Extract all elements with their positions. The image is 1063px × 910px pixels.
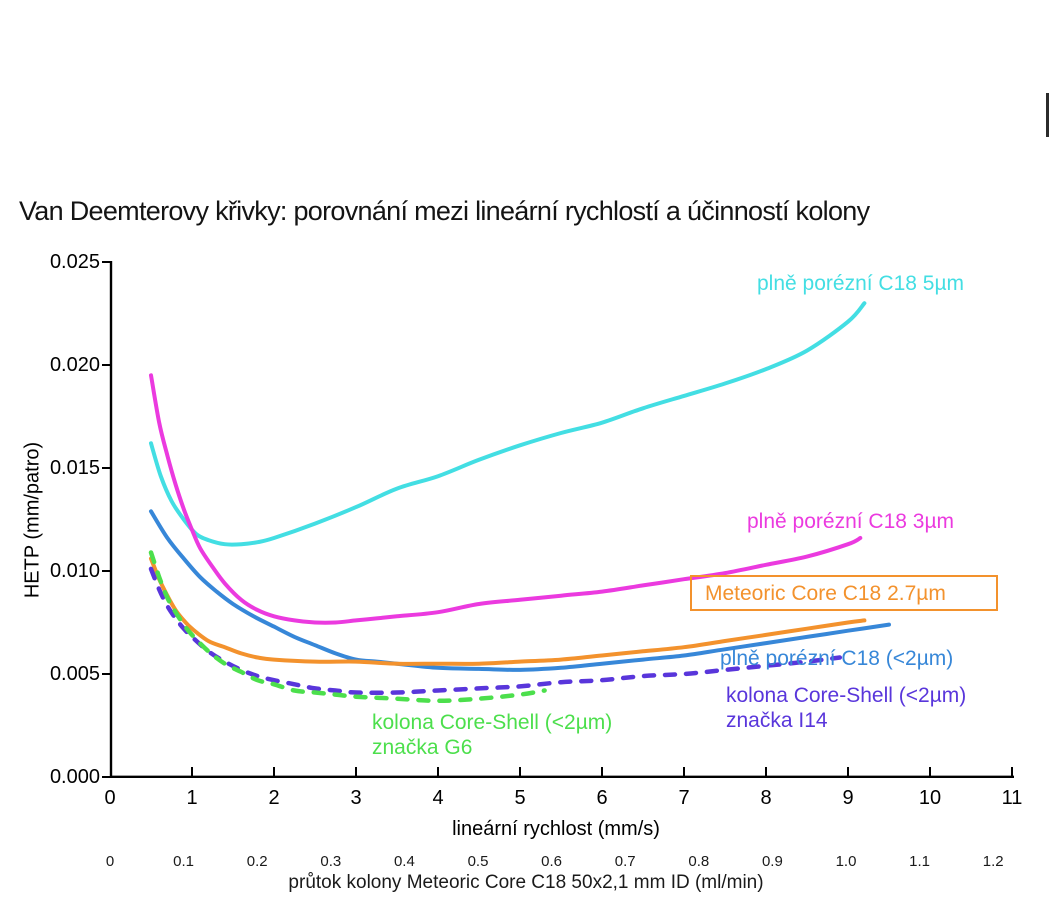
y-tick-label: 0.015 (49, 457, 100, 479)
x-tick-label: 8 (760, 787, 772, 809)
curve-label-core-shell-g6: kolona Core-Shell (<2µm) značka G6 (372, 711, 613, 759)
secondary-x-tick-label: 0 (105, 853, 115, 870)
x-tick-label: 3 (350, 787, 362, 809)
chart-title: Van Deemterovy křivky: porovnání mezi li… (19, 196, 870, 226)
secondary-x-tick-label: 1.1 (909, 853, 931, 870)
secondary-x-tick-label: 1.2 (982, 853, 1004, 870)
secondary-x-tick-label: 0.9 (761, 853, 783, 870)
x-tick-label: 4 (432, 787, 444, 809)
secondary-x-axis-title: průtok kolony Meteoric Core C18 50x2,1 m… (288, 872, 764, 893)
x-tick-label: 7 (678, 787, 690, 809)
secondary-x-tick-label: 0.5 (467, 853, 489, 870)
secondary-x-tick-label: 0.1 (173, 853, 195, 870)
secondary-x-tick-label: 0.3 (320, 853, 342, 870)
curve-label-core-shell-i14: kolona Core-Shell (<2µm) značka I14 (726, 684, 967, 732)
x-tick-label: 9 (842, 787, 854, 809)
x-tick-label: 1 (186, 787, 198, 809)
secondary-x-tick-label: 0.7 (614, 853, 636, 870)
curve-label-meteoric-core: Meteoric Core C18 2.7µm (690, 575, 998, 611)
window-edge-artifact (1046, 93, 1049, 137)
curve-1 (149, 373, 863, 625)
x-tick-label: 2 (268, 787, 280, 809)
y-tick-label: 0.010 (49, 560, 100, 582)
x-tick-label: 5 (514, 787, 526, 809)
secondary-x-tick-label: 0.4 (393, 853, 415, 870)
x-tick-label: 6 (596, 787, 608, 809)
x-tick-label: 10 (918, 787, 942, 809)
curve-0 (149, 301, 867, 547)
y-tick-label: 0.020 (49, 354, 100, 376)
y-tick-label: 0.000 (49, 766, 100, 788)
secondary-x-tick-label: 0.2 (246, 853, 268, 870)
secondary-x-tick-label: 1.0 (835, 853, 857, 870)
curve-label-fully-porous-5um: plně porézní C18 5µm (757, 272, 965, 295)
curve-5 (148, 550, 547, 704)
secondary-x-tick-label: 0.6 (541, 853, 563, 870)
y-tick-label: 0.005 (49, 663, 100, 685)
curve-3 (149, 556, 867, 666)
curve-label-fully-porous-sub2um: plně porézní C18 (<2µm) (720, 647, 954, 670)
secondary-x-tick-label: 0.8 (688, 853, 710, 870)
x-axis-title: lineární rychlost (mm/s) (452, 818, 660, 840)
x-tick-label: 0 (104, 787, 116, 809)
curve-label-fully-porous-3um: plně porézní C18 3µm (747, 510, 955, 533)
x-tick-label: 11 (1001, 787, 1023, 809)
y-tick-label: 0.025 (49, 251, 100, 273)
